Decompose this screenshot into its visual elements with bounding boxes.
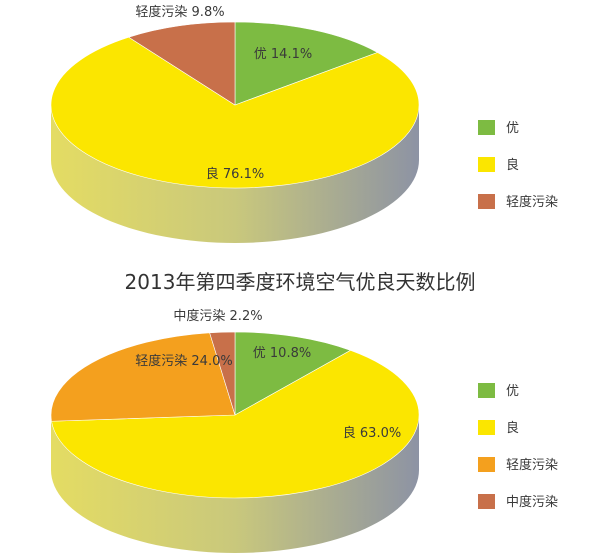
legend-label-3: 中度污染 <box>506 494 558 510</box>
legend-label-0: 优 <box>506 121 519 136</box>
slice-label-1: 良 76.1% <box>206 166 264 182</box>
legend-swatch-0 <box>478 383 495 398</box>
legend-swatch-1 <box>478 420 495 435</box>
legend-swatch-0 <box>478 120 495 135</box>
slice-label-2: 轻度污染 24.0% <box>135 353 232 369</box>
slice-label-0: 优 10.8% <box>253 346 311 361</box>
slice-label-2: 轻度污染 9.8% <box>135 4 224 20</box>
pie-slice-slice-2 <box>51 333 235 421</box>
slice-label-1: 良 63.0% <box>343 425 401 441</box>
slice-label-0: 优 14.1% <box>254 47 312 62</box>
slice-label-3: 中度污染 2.2% <box>173 308 262 324</box>
legend-swatch-3 <box>478 494 495 509</box>
legend-swatch-1 <box>478 157 495 172</box>
chart-2-title: 2013年第四季度环境空气优良天数比例 <box>125 270 476 294</box>
legend-swatch-2 <box>478 194 495 209</box>
legend-label-0: 优 <box>506 384 519 399</box>
pie-chart-2: 优 10.8% 良 63.0% 轻度污染 24.0% 中度污染 2.2% 优良轻度污染… <box>51 308 558 553</box>
legend-label-2: 轻度污染 <box>506 457 558 473</box>
legend-label-2: 轻度污染 <box>506 194 558 210</box>
legend-label-1: 良 <box>506 157 519 173</box>
legend-label-1: 良 <box>506 420 519 436</box>
legend-swatch-2 <box>478 457 495 472</box>
